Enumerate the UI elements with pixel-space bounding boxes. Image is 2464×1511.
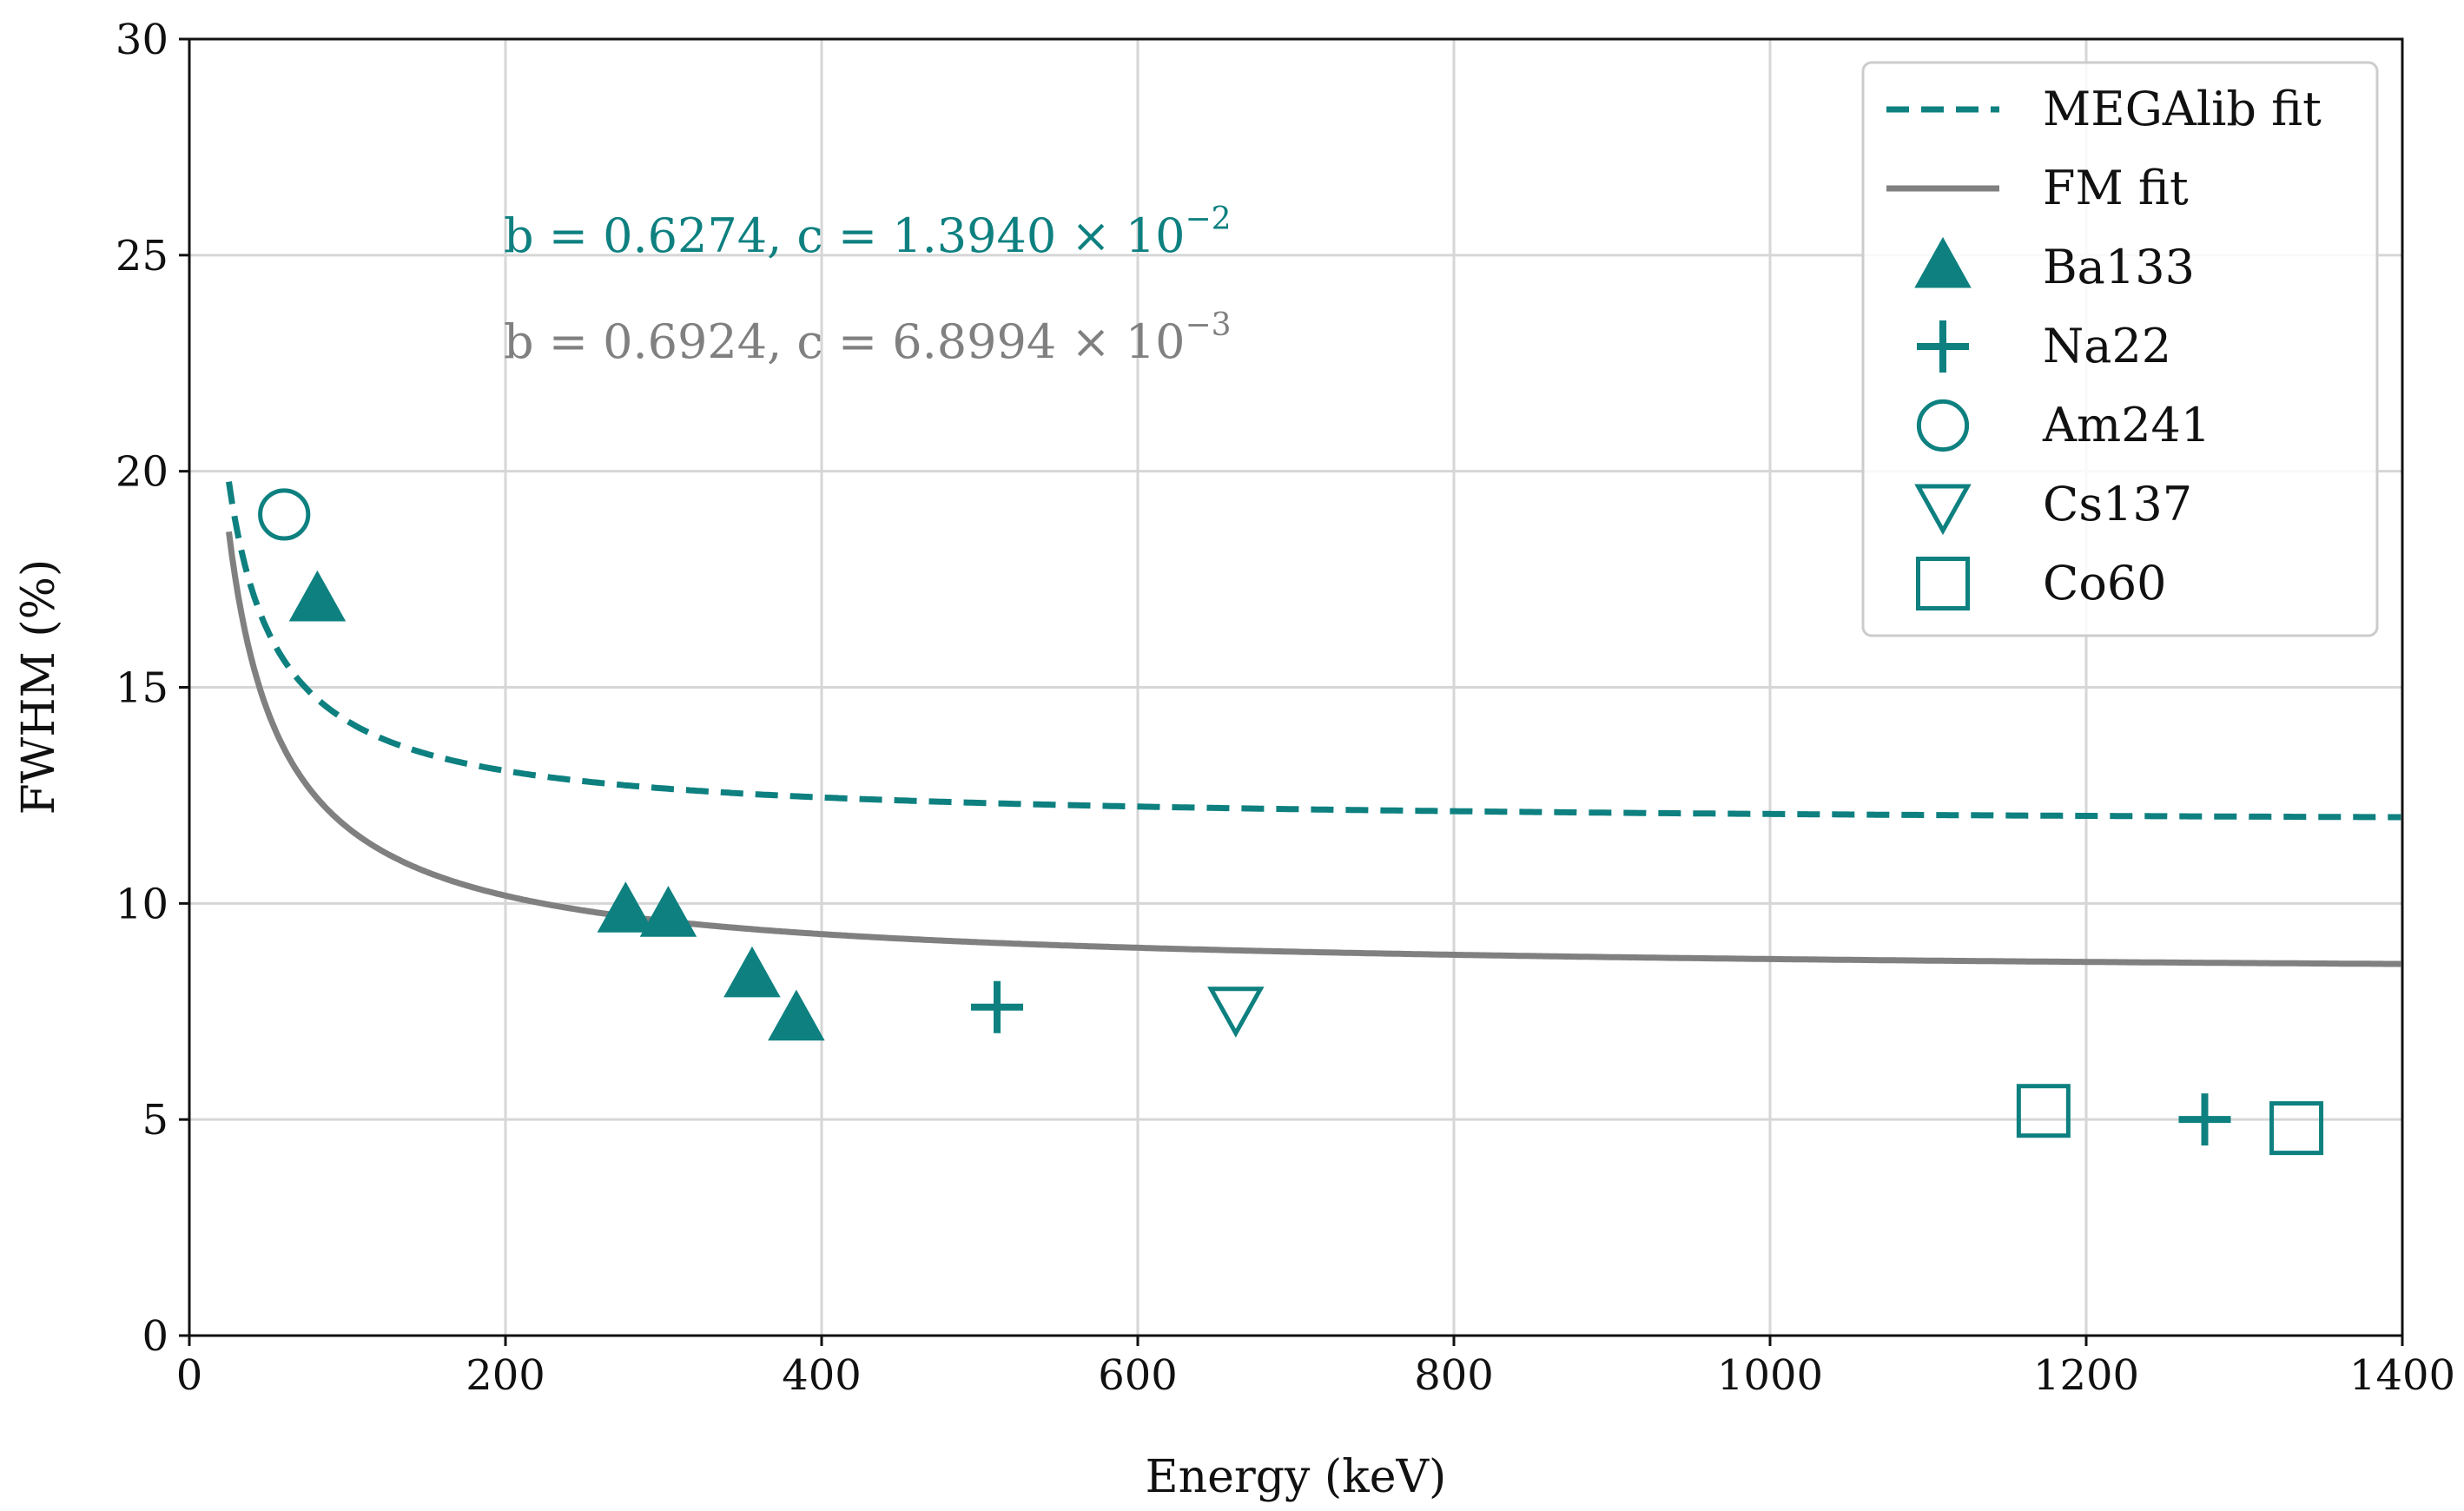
x-axis-label: Energy (keV) bbox=[1146, 1451, 1447, 1503]
legend-am241-marker bbox=[1916, 399, 1970, 452]
y-tick-labels: 0 5 10 15 20 25 30 bbox=[116, 16, 189, 1361]
legend-box bbox=[1861, 61, 2379, 637]
x-tick-label: 0 bbox=[176, 1351, 203, 1400]
ba133-marker bbox=[723, 946, 781, 998]
y-tick-label: 15 bbox=[116, 664, 168, 713]
legend-cs137-marker bbox=[1914, 484, 1972, 536]
x-tick-label: 1400 bbox=[2349, 1351, 2455, 1400]
legend-ba133-marker bbox=[1914, 236, 1972, 288]
legend-na22-marker bbox=[1917, 320, 1969, 373]
x-tick-label: 600 bbox=[1098, 1351, 1178, 1400]
y-tick-label: 30 bbox=[116, 16, 168, 64]
fm-annotation-exponent: −3 bbox=[1185, 307, 1231, 343]
ba133-marker bbox=[288, 570, 347, 622]
y-tick-label: 25 bbox=[116, 232, 168, 280]
y-axis-label: FWHM (%) bbox=[13, 559, 65, 815]
fm-fit-annotation: b = 0.6924, c = 6.8994 × 10−3 bbox=[504, 307, 1232, 369]
fm-annotation-base: b = 0.6924, c = 6.8994 × 10 bbox=[504, 314, 1185, 369]
co60-marker bbox=[2016, 1084, 2071, 1138]
y-tick-label: 0 bbox=[142, 1312, 168, 1361]
legend-am241-label: Am241 bbox=[2042, 398, 2210, 452]
fm-fit-curve bbox=[226, 531, 2401, 967]
x-tick-label: 800 bbox=[1414, 1351, 1494, 1400]
legend-markers bbox=[1914, 236, 1972, 610]
x-tick-label: 400 bbox=[782, 1351, 862, 1400]
megalib-annotation-exponent: −2 bbox=[1185, 201, 1231, 237]
legend-fm-label: FM fit bbox=[2043, 161, 2189, 215]
x-tick-label: 200 bbox=[466, 1351, 545, 1400]
y-tick-label: 5 bbox=[142, 1096, 168, 1145]
cs137-marker bbox=[1207, 986, 1265, 1038]
y-tick-label: 10 bbox=[116, 880, 168, 928]
x-tick-label: 1200 bbox=[2033, 1351, 2139, 1400]
fit-annotations: b = 0.6274, c = 1.3940 × 10−2 b = 0.6924… bbox=[504, 201, 1232, 369]
legend-co60-label: Co60 bbox=[2043, 556, 2167, 610]
legend-cs137-label: Cs137 bbox=[2043, 477, 2192, 531]
legend-co60-marker bbox=[1916, 557, 1970, 610]
na22-marker bbox=[971, 980, 1024, 1033]
megalib-fit-curve bbox=[226, 481, 2401, 821]
ba133-marker bbox=[768, 989, 825, 1041]
megalib-fit-annotation: b = 0.6274, c = 1.3940 × 10−2 bbox=[504, 201, 1232, 263]
na22-marker bbox=[2178, 1093, 2231, 1146]
megalib-annotation-base: b = 0.6274, c = 1.3940 × 10 bbox=[504, 208, 1185, 263]
legend-megalib-label: MEGAlib fit bbox=[2043, 82, 2322, 136]
ba133-marker bbox=[639, 886, 697, 937]
am241-marker bbox=[258, 488, 311, 541]
co60-marker bbox=[2269, 1101, 2324, 1156]
legend-ba133-label: Ba133 bbox=[2043, 240, 2195, 294]
x-tick-label: 1000 bbox=[1717, 1351, 1823, 1400]
x-tick-labels: 0 200 400 600 800 1000 1200 1400 bbox=[176, 1336, 2455, 1400]
legend: MEGAlib fit FM fit Ba133 Na22 Am241 Cs13… bbox=[1861, 61, 2379, 637]
fit-curves bbox=[226, 481, 2401, 967]
y-tick-label: 20 bbox=[116, 448, 168, 497]
legend-na22-label: Na22 bbox=[2043, 319, 2171, 373]
ba133-marker bbox=[597, 881, 655, 933]
data-markers bbox=[258, 488, 2324, 1156]
